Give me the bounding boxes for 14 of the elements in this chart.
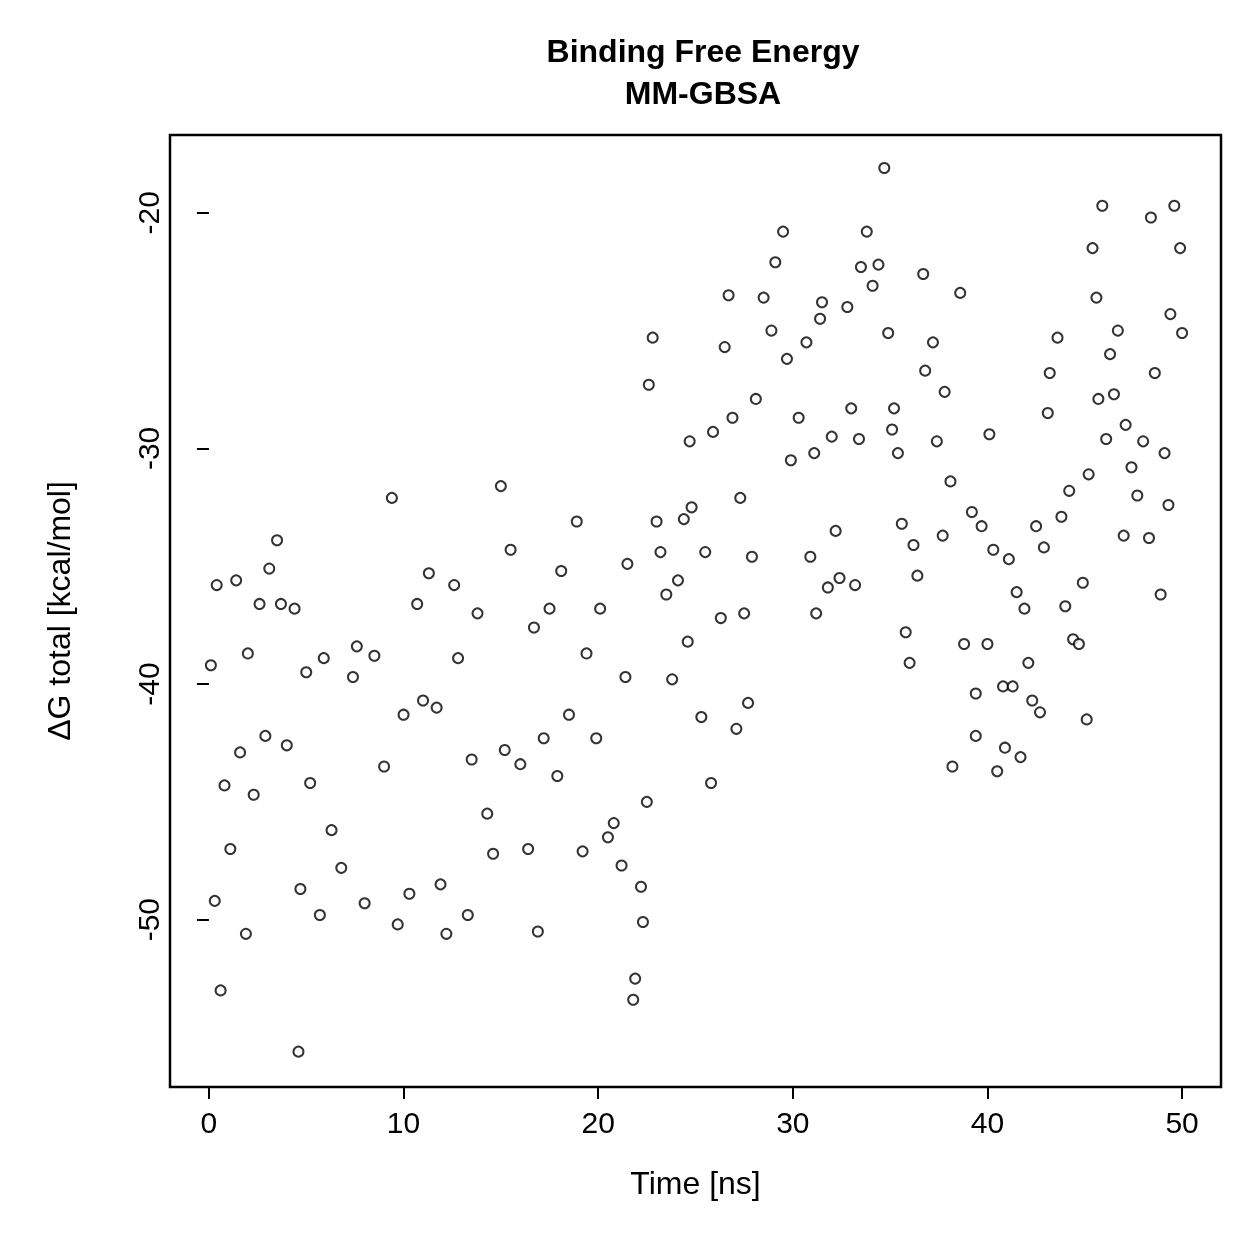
x-tick-label: 40: [970, 1105, 1005, 1139]
y-tick-label: -50: [131, 898, 165, 942]
x-tick-label: 0: [200, 1105, 218, 1139]
x-tick-label: 30: [776, 1105, 810, 1139]
x-tick-label: 10: [386, 1105, 421, 1139]
x-tick-label: 50: [1165, 1105, 1199, 1139]
y-tick-label: -40: [131, 662, 165, 706]
chart-subtitle: MM-GBSA: [624, 75, 782, 111]
y-axis-title: ΔG total [kcal/mol]: [41, 481, 77, 741]
x-axis-title: Time [ns]: [630, 1165, 761, 1201]
y-tick-label: -20: [131, 191, 165, 235]
x-tick-label: 20: [581, 1105, 615, 1139]
chart-title: Binding Free Energy: [546, 33, 860, 69]
y-tick-label: -30: [131, 426, 165, 471]
